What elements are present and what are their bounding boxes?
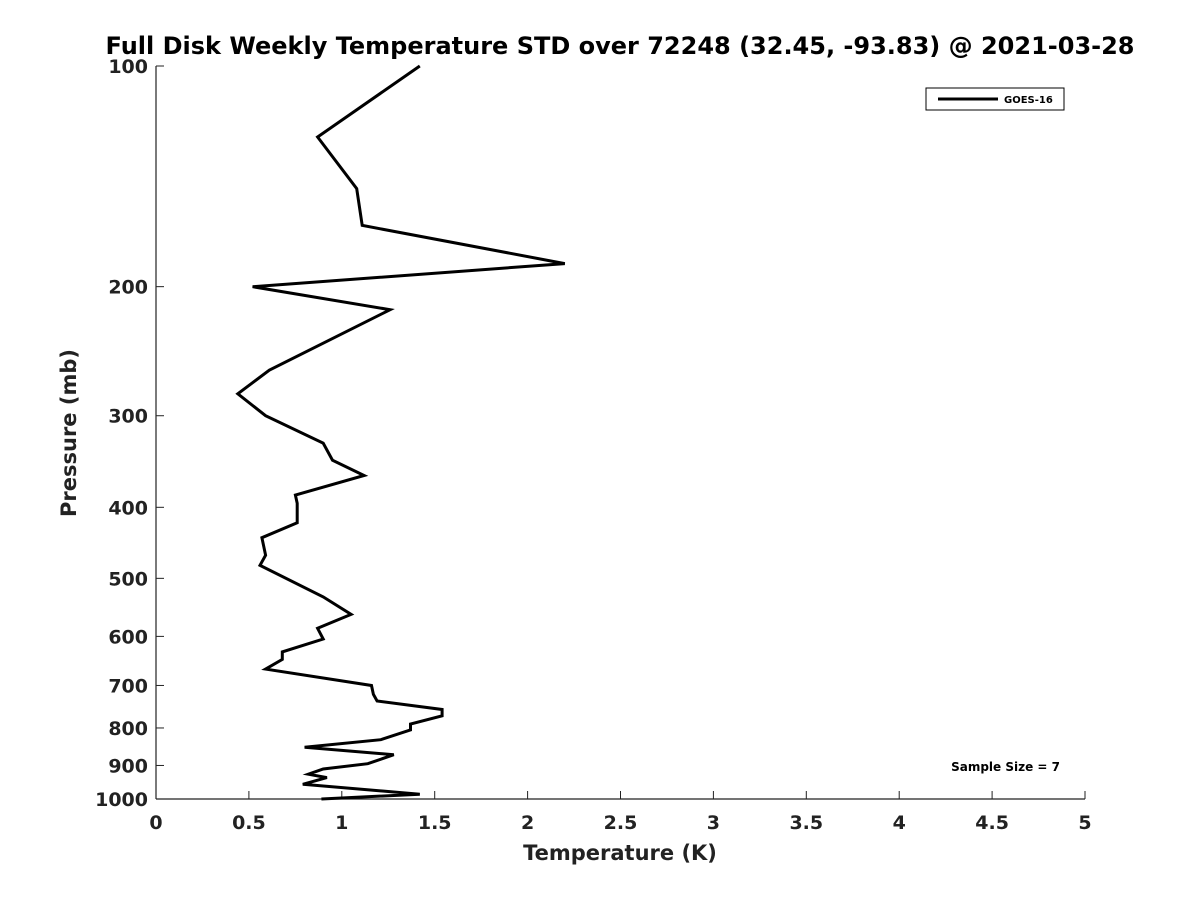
x-axis-label: Temperature (K) — [523, 841, 717, 865]
y-tick-label: 500 — [108, 568, 148, 590]
x-tick-label: 0 — [149, 812, 162, 834]
y-tick-label: 800 — [108, 718, 148, 740]
x-tick-label: 1.5 — [418, 812, 452, 834]
y-tick-label: 700 — [108, 675, 148, 697]
x-tick-label: 2 — [521, 812, 534, 834]
x-tick-label: 1 — [335, 812, 348, 834]
x-ticks: 0 0.5 1 1.5 2 2.5 3 3.5 4 4.5 5 — [149, 791, 1092, 834]
y-tick-label: 900 — [108, 755, 148, 777]
y-tick-label: 600 — [108, 626, 148, 648]
x-tick-label: 4 — [893, 812, 906, 834]
y-axis-label: Pressure (mb) — [57, 349, 81, 517]
y-tick-label: 400 — [108, 497, 148, 519]
x-tick-label: 3.5 — [789, 812, 823, 834]
chart-title: Full Disk Weekly Temperature STD over 72… — [106, 32, 1135, 60]
y-tick-label: 1000 — [95, 789, 148, 811]
y-tick-label: 200 — [108, 277, 148, 299]
legend: GOES-16 — [925, 87, 1065, 111]
x-tick-label: 0.5 — [232, 812, 266, 834]
x-tick-label: 3 — [707, 812, 720, 834]
legend-entry-goes-16: GOES-16 — [1004, 95, 1053, 106]
x-tick-label: 5 — [1078, 812, 1091, 834]
y-tick-label: 300 — [108, 406, 148, 428]
series-line-goes-16 — [235, 64, 566, 801]
plot-area — [156, 66, 1085, 799]
y-tick-label: 100 — [108, 56, 148, 78]
x-tick-label: 2.5 — [604, 812, 638, 834]
sample-size-annotation: Sample Size = 7 — [951, 760, 1060, 774]
y-ticks: 100 200 300 400 500 600 700 800 900 1000 — [95, 56, 164, 811]
x-tick-label: 4.5 — [975, 812, 1009, 834]
series-layer — [235, 64, 566, 801]
